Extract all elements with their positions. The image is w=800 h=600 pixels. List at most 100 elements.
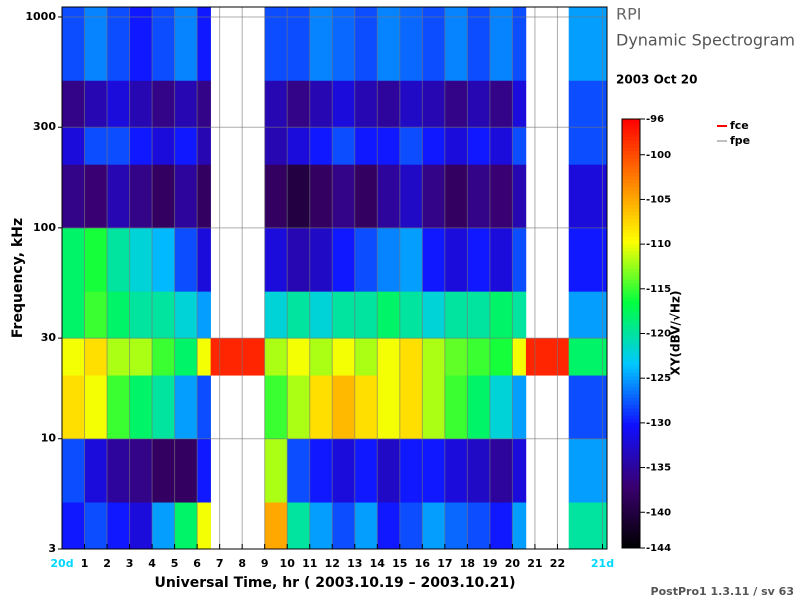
colorbar-segment	[622, 333, 640, 338]
cell	[129, 438, 153, 503]
colorbar-segment	[622, 408, 640, 413]
overlay	[58, 6, 608, 550]
colorbar-segment	[622, 372, 640, 377]
colorbar-segment	[622, 265, 640, 270]
cell	[467, 291, 491, 339]
cell	[512, 338, 527, 376]
y-axis-label: Frequency, kHz	[10, 218, 26, 338]
cell	[354, 127, 378, 165]
cell	[197, 7, 211, 81]
cell	[489, 502, 513, 550]
cell	[332, 227, 356, 292]
cell	[107, 164, 130, 229]
colorbar-segment	[622, 351, 640, 356]
cell	[489, 127, 513, 165]
cell	[129, 164, 153, 229]
colorbar-segment	[622, 244, 640, 249]
cell	[62, 227, 85, 292]
colorbar-segment	[622, 165, 640, 170]
cell	[512, 80, 527, 128]
cell	[444, 164, 468, 229]
colorbar-segment	[622, 122, 640, 127]
cell	[84, 80, 108, 128]
colorbar-segment	[622, 422, 640, 427]
cell	[489, 375, 513, 440]
colorbar-segment	[622, 369, 640, 374]
colorbar-segment	[622, 161, 640, 166]
cell	[174, 375, 198, 440]
plot-frame	[61, 6, 608, 550]
cell	[152, 338, 175, 376]
x-tick-label: 3	[126, 557, 134, 570]
cell	[197, 227, 211, 292]
cell	[287, 438, 311, 503]
cell	[264, 227, 288, 292]
cell	[107, 438, 130, 503]
cell	[489, 438, 513, 503]
colorbar-segment	[622, 433, 640, 438]
colorbar-segment	[622, 447, 640, 452]
cell	[287, 375, 311, 440]
cell	[467, 375, 491, 440]
x-tick-label: 16	[415, 557, 431, 570]
cell	[287, 7, 311, 81]
x-tick-label: 18	[460, 557, 475, 570]
cell	[512, 127, 527, 165]
colorbar-segment	[622, 119, 640, 124]
cell	[377, 291, 401, 339]
colorbar-segment	[622, 229, 640, 234]
colorbar-segment	[622, 236, 640, 242]
cell	[62, 375, 85, 440]
cell	[568, 375, 608, 440]
x-tick-label: 11	[302, 557, 317, 570]
colorbar-segment	[622, 254, 640, 259]
cell	[197, 338, 211, 376]
colorbar-segment	[622, 179, 640, 184]
cell	[174, 338, 198, 376]
cell	[62, 502, 85, 550]
cell	[84, 291, 108, 339]
colorbar-segment	[622, 136, 640, 141]
colorbar-segment	[622, 172, 640, 177]
colorbar-segment	[622, 133, 640, 138]
cell	[174, 291, 198, 339]
colorbar-segment	[622, 487, 640, 492]
x-tick-label: 7	[216, 557, 224, 570]
cell	[174, 127, 198, 165]
cell	[309, 164, 333, 229]
colorbar-segment	[622, 526, 640, 531]
cell	[354, 438, 378, 503]
colorbar-segment	[622, 329, 640, 334]
cell	[422, 502, 446, 550]
cell	[107, 80, 130, 128]
spectrogram	[62, 7, 608, 550]
colorbar-segment	[622, 147, 640, 152]
cell	[354, 502, 378, 550]
colorbar-segment	[622, 430, 640, 435]
colorbar-segment	[622, 437, 640, 442]
colorbar-segment	[622, 458, 640, 463]
colorbar-segment	[622, 401, 640, 406]
cell	[332, 164, 356, 229]
cell	[444, 127, 468, 165]
cell	[129, 227, 153, 292]
colorbar-segment	[622, 240, 640, 245]
colorbar-segment	[622, 183, 640, 188]
colorbar-segment	[622, 405, 640, 410]
cell	[568, 7, 608, 81]
cell	[399, 127, 423, 165]
cell	[377, 164, 401, 229]
cell	[332, 438, 356, 503]
cell	[332, 127, 356, 165]
cell	[309, 127, 333, 165]
x-tick-label: 8	[238, 557, 246, 570]
cell	[197, 80, 211, 128]
cell	[512, 438, 527, 503]
cell	[62, 7, 85, 81]
cell	[399, 502, 423, 550]
cell	[354, 338, 378, 376]
colorbar-segment	[622, 326, 640, 331]
colorbar-segment	[622, 462, 640, 467]
cell	[197, 502, 211, 550]
colorbar-segment	[622, 530, 640, 535]
